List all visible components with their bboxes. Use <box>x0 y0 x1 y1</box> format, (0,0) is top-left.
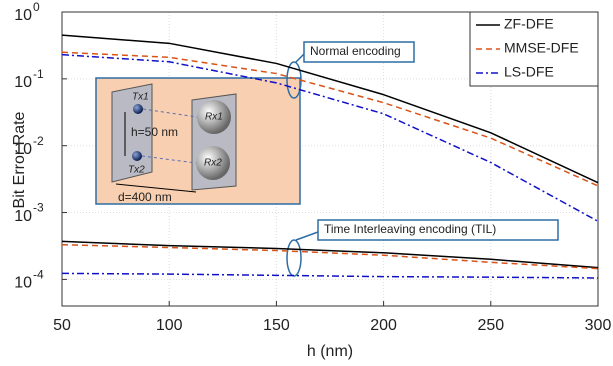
x-tick-label: 100 <box>156 317 183 334</box>
series-line <box>61 272 599 279</box>
series-line <box>61 51 599 187</box>
legend-label: LS-DFE <box>504 64 554 80</box>
annotation-pointer <box>295 53 305 63</box>
inset-label: Tx2 <box>128 165 145 176</box>
x-tick-label: 250 <box>477 317 504 334</box>
series-line <box>61 243 599 270</box>
legend-label: ZF-DFE <box>504 16 554 32</box>
x-tick-label: 150 <box>263 317 290 334</box>
y-tick-exponent: -1 <box>33 67 44 81</box>
annotation: Normal encoding <box>310 44 401 58</box>
inset: Tx1 Tx2 Rx1 Rx2 h=50 nm d=400 nm <box>95 77 301 205</box>
legend-label: MMSE-DFE <box>504 40 579 56</box>
inset-label: h=50 nm <box>131 125 178 139</box>
annotation: Time Interleaving encoding (TIL) <box>324 222 496 236</box>
x-tick-label: 300 <box>585 317 612 334</box>
inset-label: Rx1 <box>205 112 223 123</box>
inset-label: Tx1 <box>132 92 149 103</box>
series-line <box>61 34 599 184</box>
inset-label: d=400 nm <box>118 190 172 204</box>
annotation-pointer <box>295 231 319 241</box>
plot-frame <box>61 11 599 307</box>
y-tick-exponent: 0 <box>33 0 40 14</box>
rx1-ball <box>197 100 231 134</box>
y-tick-exponent: -2 <box>33 134 44 148</box>
inset-label: Rx2 <box>204 158 222 169</box>
annotation-box <box>303 41 415 63</box>
x-axis-label: h (nm) <box>307 343 353 360</box>
annotation-ellipse <box>286 239 302 277</box>
y-tick-label: 10 <box>14 7 32 24</box>
y-tick-label: 10 <box>14 275 32 292</box>
y-tick-label: 10 <box>14 74 32 91</box>
series-line <box>61 240 599 269</box>
tx2-dot <box>132 151 142 161</box>
y-tick-label: 10 <box>14 141 32 158</box>
rx2-ball <box>196 146 230 180</box>
x-tick-label: 200 <box>370 317 397 334</box>
y-axis-label: Bit Error Rate <box>11 111 28 208</box>
x-tick-label: 50 <box>53 317 71 334</box>
y-tick-label: 10 <box>14 208 32 225</box>
d-arrow <box>115 183 197 193</box>
y-tick-exponent: -3 <box>33 201 44 215</box>
tx1-dot <box>133 104 143 114</box>
annotation-box <box>317 219 559 241</box>
series-line <box>61 53 599 222</box>
y-tick-exponent: -4 <box>33 268 44 282</box>
